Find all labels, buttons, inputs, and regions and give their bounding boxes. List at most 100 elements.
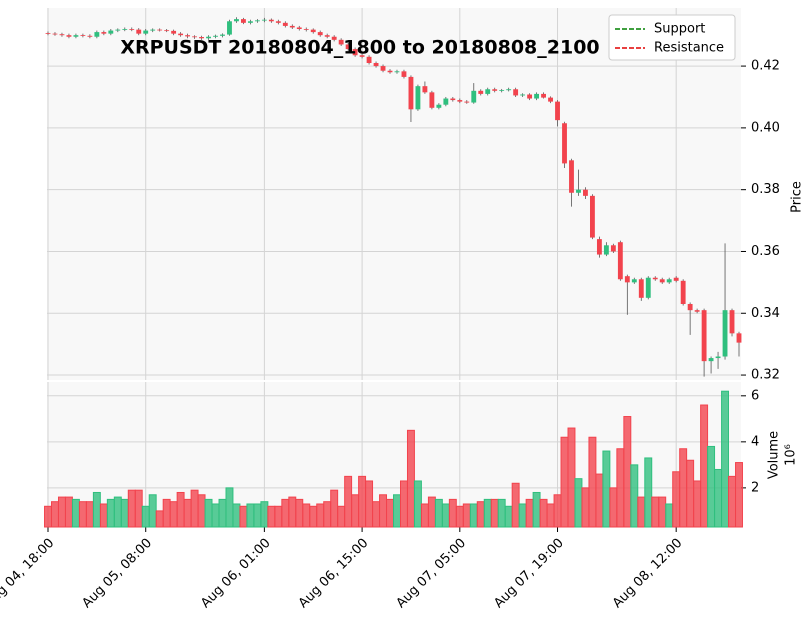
candle-body [254, 20, 260, 22]
volume-bar [679, 448, 688, 528]
candle-body [401, 71, 407, 77]
volume-bar [623, 416, 632, 528]
candle-body [631, 279, 637, 283]
x-tick-label: Aug 07, 05:00 [394, 536, 470, 612]
volume-bar [448, 498, 457, 528]
x-tick-label: Aug 06, 01:00 [198, 536, 274, 612]
candle-body [185, 35, 191, 37]
candle-body [610, 245, 616, 252]
volume-bar [399, 480, 408, 528]
candle-body [115, 29, 121, 31]
volume-bar [658, 496, 667, 528]
volume-bar [504, 505, 513, 528]
candle-body [541, 93, 546, 98]
candle-body [122, 29, 128, 30]
y-tick-label: 0.34 [751, 306, 780, 321]
volume-bar [316, 503, 325, 528]
y-tick-label: 0.40 [751, 120, 780, 135]
volume-bar [441, 503, 450, 528]
price-panel [47, 8, 741, 380]
candle-body [422, 86, 428, 93]
candle-body [178, 33, 184, 36]
volume-bar [455, 505, 464, 528]
y-tick-label: 0.42 [751, 59, 780, 74]
candle-body [436, 104, 442, 108]
volume-bar [78, 501, 87, 528]
volume-bar [672, 471, 681, 528]
volume-bar [211, 503, 220, 528]
y-tick-label: 0.36 [751, 244, 780, 259]
candle-body [499, 90, 505, 91]
volume-bar [630, 464, 639, 528]
candle-body [555, 101, 560, 121]
volume-bar [120, 498, 129, 528]
candle-body [687, 303, 693, 311]
candle-body [52, 33, 58, 35]
volume-bar [693, 480, 702, 528]
candle-body [617, 242, 623, 280]
candle-body [136, 29, 142, 34]
candle-body [199, 37, 204, 39]
candle-body [45, 33, 51, 34]
candle-body [645, 277, 651, 298]
candle-body [247, 21, 253, 23]
candle-body [666, 279, 672, 283]
y-tick-label: 0.32 [751, 368, 780, 383]
candle-body [338, 39, 344, 45]
volume-bar [253, 503, 262, 528]
volume-bar [560, 436, 569, 528]
candle-body [352, 49, 358, 56]
volume-bar [490, 498, 499, 528]
volume-bar [155, 510, 164, 528]
volume-bar [295, 498, 304, 528]
candle-body [87, 35, 93, 37]
candle-body [736, 333, 742, 343]
x-tick-label: Aug 05, 08:00 [80, 536, 156, 612]
candle-body [289, 25, 295, 28]
candle-body [596, 239, 602, 255]
candle-body [331, 36, 337, 40]
volume-bar [358, 475, 367, 528]
volume-bar [162, 498, 171, 528]
candle-body [310, 29, 316, 33]
volume-bar [197, 494, 206, 528]
candle-body [583, 189, 588, 196]
y-axis-label: Price [790, 181, 805, 213]
volume-bar [420, 503, 429, 528]
volume-bar [260, 501, 269, 528]
candle-body [478, 90, 484, 94]
candle-body [296, 27, 302, 30]
candle-body [241, 19, 246, 23]
volume-bar [85, 501, 94, 528]
legend-label: Resistance [654, 41, 724, 56]
volume-bar [351, 494, 360, 528]
candle-body [576, 189, 581, 193]
candle-body [220, 34, 225, 36]
candle-body [303, 29, 309, 30]
volume-bar [134, 489, 143, 528]
candle-body [715, 356, 721, 359]
x-tick-label: Aug 04, 18:00 [0, 536, 57, 612]
volume-bar [44, 505, 52, 528]
volume-bar [99, 503, 108, 528]
candle-body [701, 310, 707, 362]
candle-body [548, 97, 553, 102]
volume-bar [518, 503, 527, 528]
volume-bar [218, 498, 227, 528]
volume-bar [609, 487, 618, 528]
candle-body [275, 21, 281, 23]
volume-bar [700, 404, 709, 528]
candle-body [373, 62, 379, 67]
legend: Support Resistance [615, 22, 724, 56]
volume-bar [651, 496, 660, 528]
candle-body [659, 279, 665, 283]
candle-body [534, 93, 540, 99]
volume-bar [532, 491, 541, 528]
volume-bar [323, 501, 332, 528]
volume-bar [92, 491, 101, 528]
candle-body [471, 90, 477, 103]
volume-bar [169, 501, 178, 528]
candle-body [652, 277, 658, 280]
candle-body [603, 245, 609, 255]
